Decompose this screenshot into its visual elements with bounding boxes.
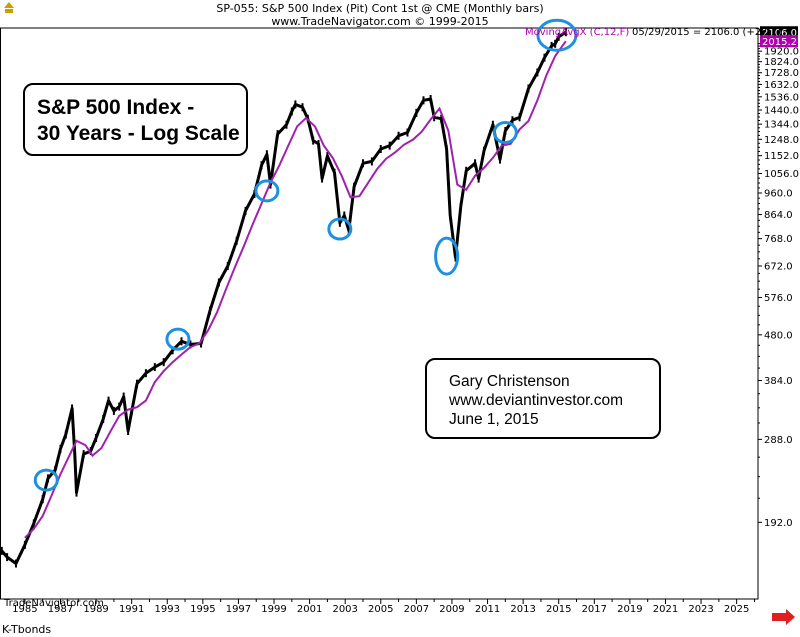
chart-header-copyright: www.TradeNavigator.com © 1999-2015 bbox=[271, 15, 489, 28]
x-tick-label: 2003 bbox=[332, 604, 357, 615]
watermark-text: TradeNavigator.com bbox=[4, 598, 104, 609]
x-tick-label: 2013 bbox=[510, 604, 535, 615]
highlight-circle bbox=[492, 121, 518, 145]
x-tick-label: 2025 bbox=[724, 604, 749, 615]
y-tick-label: 1152.0 bbox=[764, 151, 799, 162]
author-website: www.deviantinvestor.com bbox=[449, 392, 624, 409]
x-tick-label: 1999 bbox=[261, 604, 286, 615]
y-axis-panel bbox=[758, 28, 800, 599]
last-price-label: 2106.0 bbox=[762, 28, 797, 39]
y-tick-label: 1536.0 bbox=[764, 92, 799, 103]
highlight-circle bbox=[254, 179, 280, 203]
y-tick-label: 1632.0 bbox=[764, 80, 799, 91]
tradenavigator-logo-icon bbox=[4, 2, 14, 13]
x-tick-label: 2001 bbox=[297, 604, 322, 615]
x-tick-label: 1993 bbox=[155, 604, 180, 615]
y-tick-label: 192.0 bbox=[764, 518, 793, 529]
moving-average-line bbox=[24, 40, 567, 539]
y-tick-label: 672.0 bbox=[764, 261, 793, 272]
highlight-circle bbox=[33, 468, 59, 492]
y-tick-label: 1248.0 bbox=[764, 135, 799, 146]
x-tick-label: 2015 bbox=[546, 604, 571, 615]
chart-title-line1: S&P 500 Index - bbox=[37, 96, 195, 119]
x-tick-label: 2023 bbox=[688, 604, 713, 615]
y-tick-label: 1440.0 bbox=[764, 106, 799, 117]
x-tick-label: 2019 bbox=[617, 604, 642, 615]
logo-triangle bbox=[4, 2, 14, 8]
bottom-label: K-Tbonds bbox=[2, 623, 52, 636]
highlight-circle bbox=[434, 236, 460, 276]
x-tick-label: 2005 bbox=[368, 604, 393, 615]
x-tick-label: 2009 bbox=[439, 604, 464, 615]
logo-base bbox=[5, 9, 13, 13]
y-tick-label: 960.0 bbox=[764, 188, 793, 199]
indicator-readout: 05/29/2015 = 2106.0 (+27.1) bbox=[632, 27, 781, 38]
ma-value-label: 2015.2 bbox=[762, 37, 797, 48]
x-tick-label: 2017 bbox=[582, 604, 607, 615]
x-tick-label: 1985 bbox=[12, 604, 37, 615]
author-date: June 1, 2015 bbox=[449, 411, 539, 428]
chart-header-title: SP-055: S&P 500 Index (Pit) Cont 1st @ C… bbox=[216, 2, 544, 15]
author-name: Gary Christenson bbox=[449, 373, 570, 390]
y-tick-label: 768.0 bbox=[764, 234, 793, 245]
scroll-right-arrow-icon[interactable] bbox=[772, 609, 795, 625]
y-tick-label: 288.0 bbox=[764, 435, 793, 446]
y-tick-label: 1344.0 bbox=[764, 120, 799, 131]
y-tick-label: 864.0 bbox=[764, 210, 793, 221]
y-tick-label: 384.0 bbox=[764, 376, 793, 387]
x-tick-label: 1989 bbox=[83, 604, 108, 615]
y-tick-label: 1728.0 bbox=[764, 68, 799, 79]
x-tick-label: 2021 bbox=[653, 604, 678, 615]
highlight-circle bbox=[165, 327, 191, 351]
x-tick-label: 2011 bbox=[475, 604, 500, 615]
author-info-box: Gary Christenson www.deviantinvestor.com… bbox=[425, 358, 661, 439]
x-tick-label: 1997 bbox=[226, 604, 251, 615]
highlight-circle bbox=[327, 217, 353, 241]
highlight-circle bbox=[536, 18, 578, 52]
ma-value-tag bbox=[760, 35, 798, 48]
x-tick-label: 2007 bbox=[404, 604, 429, 615]
y-tick-label: 576.0 bbox=[764, 293, 793, 304]
y-tick-label: 1056.0 bbox=[764, 169, 799, 180]
y-tick-label: 1920.0 bbox=[764, 47, 799, 58]
y-tick-label: 1824.0 bbox=[764, 57, 799, 68]
last-price-tag bbox=[760, 26, 798, 39]
x-tick-label: 1995 bbox=[190, 604, 215, 615]
chart-title-box: S&P 500 Index - 30 Years - Log Scale bbox=[23, 83, 248, 156]
indicator-label: MovingAvgX (C,12,F) bbox=[525, 27, 630, 38]
x-tick-label: 1987 bbox=[48, 604, 73, 615]
y-tick-label: 480.0 bbox=[764, 330, 793, 341]
chart-title-line2: 30 Years - Log Scale bbox=[37, 122, 240, 145]
x-tick-label: 1991 bbox=[119, 604, 144, 615]
